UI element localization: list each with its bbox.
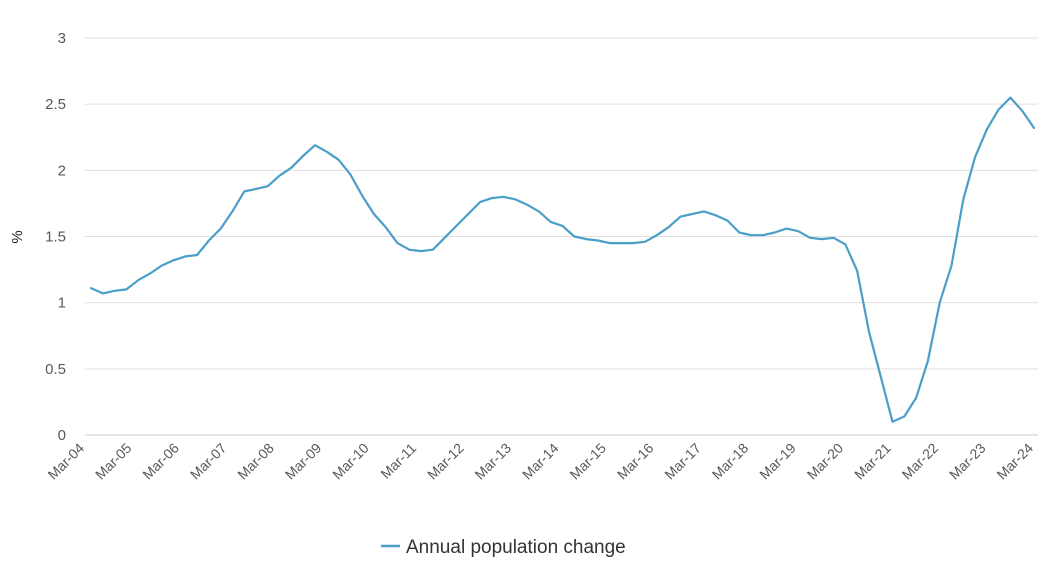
gridlines [85, 37, 1038, 370]
y-axis-label: % [9, 230, 26, 243]
legend-label-annual-population-change: Annual population change [406, 537, 626, 558]
x-tick-label: Mar-21 [851, 440, 894, 483]
x-tick-label: Mar-11 [377, 440, 419, 482]
x-tick-label: Mar-17 [661, 440, 704, 483]
x-tick-label: Mar-18 [709, 440, 752, 483]
x-tick-label: Mar-13 [471, 440, 514, 483]
x-tick-label: Mar-23 [946, 440, 989, 483]
x-tick-label: Mar-07 [187, 440, 230, 483]
y-tick-label: 1.5 [45, 229, 66, 246]
x-tick-label: Mar-15 [566, 440, 609, 483]
legend: Annual population change [381, 537, 626, 558]
x-tick-label: Mar-16 [614, 440, 657, 483]
y-tick-label: 2.5 [45, 96, 66, 113]
y-tick-label: 2 [58, 162, 66, 179]
x-tick-label: Mar-14 [519, 440, 562, 483]
series-line-annual-population-change [89, 96, 1036, 423]
x-tick-label: Mar-09 [282, 440, 325, 483]
x-tick-label: Mar-06 [139, 440, 182, 483]
x-tick-label: Mar-10 [329, 440, 372, 483]
x-tick-label: Mar-04 [44, 440, 87, 483]
x-tick-label: Mar-05 [92, 440, 135, 483]
y-tick-label: 0 [58, 427, 66, 444]
x-tick-label: Mar-22 [899, 440, 942, 483]
x-tick-label: Mar-12 [424, 440, 467, 483]
y-tick-label: 0.5 [45, 361, 66, 378]
x-tick-label: Mar-19 [756, 440, 799, 483]
series-lines [89, 96, 1036, 423]
y-tick-labels: 0 0.5 1 1.5 2 2.5 3 [45, 30, 66, 444]
x-tick-label: Mar-20 [804, 440, 847, 483]
x-tick-labels: Mar-04 Mar-05 Mar-06 Mar-07 Mar-08 Mar-09 Mar-… [44, 440, 1036, 483]
y-tick-label: 1 [58, 295, 66, 312]
y-tick-label: 3 [58, 30, 66, 47]
x-tick-label: Mar-08 [234, 440, 277, 483]
x-tick-label: Mar-24 [993, 440, 1036, 483]
